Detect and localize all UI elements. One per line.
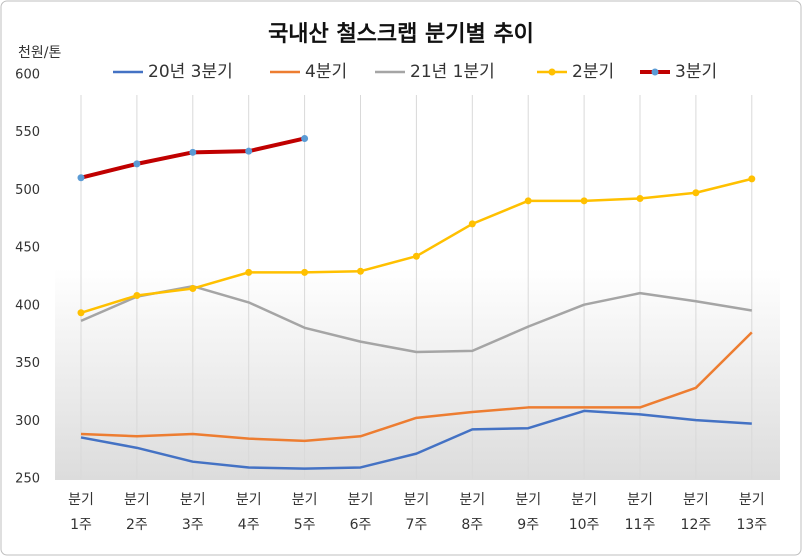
x-tick-label: 1주 [70, 517, 92, 533]
point-marker [133, 160, 141, 168]
point-marker [636, 195, 644, 203]
y-tick-label: 450 [15, 241, 40, 256]
point-marker [580, 197, 588, 205]
point-marker [692, 189, 700, 197]
x-tick-label: 2주 [126, 517, 148, 533]
legend-label: 21년 1분기 [410, 62, 495, 82]
point-marker [133, 291, 141, 299]
point-marker [412, 252, 420, 260]
point-marker [245, 147, 253, 155]
legend-label: 4분기 [305, 62, 347, 82]
y-tick-label: 600 [15, 68, 40, 83]
x-tick-label: 7주 [406, 517, 428, 533]
x-tick-label: 분기 [124, 492, 150, 508]
x-tick-label: 분기 [627, 492, 653, 508]
point-marker [77, 309, 85, 317]
x-tick-label: 분기 [515, 492, 541, 508]
y-tick-label: 350 [15, 356, 40, 371]
legend-marker [548, 68, 556, 76]
x-tick-label: 분기 [683, 492, 709, 508]
y-axis-label: 천원/톤 [18, 45, 61, 61]
point-marker [357, 267, 364, 275]
y-tick-label: 300 [15, 414, 40, 429]
x-tick-label: 12주 [681, 517, 712, 533]
x-tick-label: 5주 [294, 517, 316, 533]
point-marker [748, 175, 756, 183]
point-marker [301, 268, 309, 276]
x-tick-label: 분기 [571, 492, 597, 508]
point-marker [245, 268, 253, 276]
x-tick-label: 분기 [404, 492, 430, 508]
x-tick-label: 11주 [625, 517, 656, 533]
point-marker [301, 134, 309, 142]
x-tick-label: 13주 [736, 517, 767, 533]
y-tick-label: 550 [15, 125, 40, 140]
x-tick-label: 4주 [238, 517, 260, 533]
x-tick-label: 6주 [350, 517, 372, 533]
x-tick-label: 분기 [292, 492, 318, 508]
x-tick-label: 분기 [459, 492, 485, 508]
chart-title: 국내산 철스크랩 분기별 추이 [268, 22, 534, 47]
y-tick-label: 400 [15, 298, 40, 313]
y-tick-label: 500 [15, 183, 40, 198]
legend-marker [651, 68, 659, 76]
point-marker [189, 285, 197, 293]
plot-area [55, 95, 780, 480]
legend-label: 2분기 [572, 62, 614, 82]
x-tick-label: 10주 [569, 517, 600, 533]
series-line [80, 409, 752, 470]
series-line [80, 331, 753, 443]
x-tick-label: 8주 [461, 517, 483, 533]
point-marker [189, 148, 197, 156]
point-marker [77, 174, 85, 182]
point-marker [524, 197, 532, 205]
x-tick-label: 분기 [739, 492, 765, 508]
x-tick-label: 분기 [348, 492, 374, 508]
x-tick-label: 분기 [68, 492, 94, 508]
x-tick-label: 9주 [517, 517, 539, 533]
x-tick-label: 분기 [180, 492, 206, 508]
y-tick-label: 250 [15, 472, 40, 487]
x-tick-label: 3주 [182, 517, 204, 533]
x-tick-label: 분기 [236, 492, 262, 508]
point-marker [468, 220, 476, 228]
legend-label: 3분기 [675, 62, 717, 82]
legend-label: 20년 3분기 [148, 62, 233, 82]
